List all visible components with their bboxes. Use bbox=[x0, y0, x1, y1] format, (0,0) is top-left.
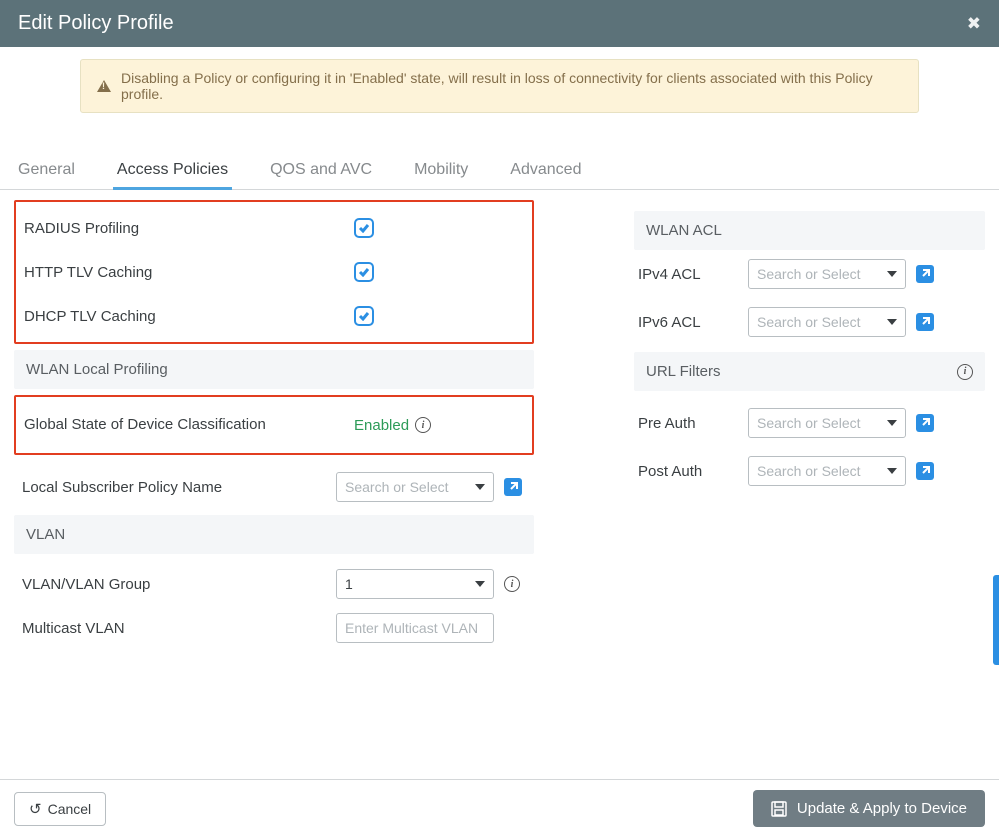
modal-title: Edit Policy Profile bbox=[18, 12, 174, 35]
input-multicast-vlan[interactable] bbox=[336, 613, 494, 643]
row-ipv6-acl: IPv6 ACL Search or Select bbox=[634, 298, 985, 346]
row-vlan-group: VLAN/VLAN Group 1 i bbox=[14, 562, 534, 606]
row-post-auth: Post Auth Search or Select bbox=[634, 447, 985, 495]
global-state-highlight-box: Global State of Device Classification En… bbox=[14, 395, 534, 455]
info-icon-global-state[interactable]: i bbox=[415, 417, 431, 433]
label-post-auth: Post Auth bbox=[638, 463, 748, 480]
side-handle[interactable] bbox=[993, 575, 999, 665]
row-ipv4-acl: IPv4 ACL Search or Select bbox=[634, 250, 985, 298]
apply-label: Update & Apply to Device bbox=[797, 800, 967, 817]
chevron-down-icon bbox=[475, 581, 485, 587]
select-ipv6-acl[interactable]: Search or Select bbox=[748, 307, 906, 337]
external-link-icon-ipv4[interactable] bbox=[916, 265, 934, 283]
info-icon-vlan-group[interactable]: i bbox=[504, 576, 520, 592]
placeholder-post-auth: Search or Select bbox=[757, 463, 861, 479]
tab-advanced[interactable]: Advanced bbox=[506, 153, 585, 189]
section-wlan-local-profiling: WLAN Local Profiling bbox=[14, 350, 534, 389]
placeholder-pre-auth: Search or Select bbox=[757, 415, 861, 431]
close-icon[interactable]: ✖ bbox=[967, 14, 981, 34]
label-ipv4-acl: IPv4 ACL bbox=[638, 266, 748, 283]
profiling-highlight-box: RADIUS Profiling HTTP TLV Caching DHCP T… bbox=[14, 200, 534, 344]
tab-bar: General Access Policies QOS and AVC Mobi… bbox=[0, 153, 999, 190]
checkbox-radius-profiling[interactable] bbox=[354, 218, 374, 238]
modal-header: Edit Policy Profile ✖ bbox=[0, 0, 999, 47]
external-link-icon-pre[interactable] bbox=[916, 414, 934, 432]
chevron-down-icon bbox=[887, 271, 897, 277]
label-radius-profiling: RADIUS Profiling bbox=[24, 220, 354, 237]
footer: ↺ Cancel Update & Apply to Device bbox=[0, 779, 999, 837]
row-dhcp-tlv: DHCP TLV Caching bbox=[16, 294, 532, 338]
right-column: WLAN ACL IPv4 ACL Search or Select IPv6 … bbox=[634, 200, 985, 650]
tab-qos-avc[interactable]: QOS and AVC bbox=[266, 153, 376, 189]
section-wlan-acl: WLAN ACL bbox=[634, 211, 985, 250]
external-link-icon-local-sub[interactable] bbox=[504, 478, 522, 496]
section-vlan: VLAN bbox=[14, 515, 534, 554]
undo-icon: ↺ bbox=[29, 800, 42, 818]
select-local-subscriber[interactable]: Search or Select bbox=[336, 472, 494, 502]
chevron-down-icon bbox=[887, 468, 897, 474]
placeholder-ipv4-acl: Search or Select bbox=[757, 266, 861, 282]
chevron-down-icon bbox=[887, 319, 897, 325]
chevron-down-icon bbox=[887, 420, 897, 426]
cancel-label: Cancel bbox=[48, 801, 92, 817]
row-http-tlv: HTTP TLV Caching bbox=[16, 250, 532, 294]
section-url-filters: URL Filters i bbox=[634, 352, 985, 391]
external-link-icon-ipv6[interactable] bbox=[916, 313, 934, 331]
external-link-icon-post[interactable] bbox=[916, 462, 934, 480]
tab-access-policies[interactable]: Access Policies bbox=[113, 153, 232, 189]
row-radius-profiling: RADIUS Profiling bbox=[16, 206, 532, 250]
label-local-subscriber: Local Subscriber Policy Name bbox=[22, 479, 336, 496]
info-icon-url-filters[interactable]: i bbox=[957, 364, 973, 380]
warning-icon bbox=[97, 80, 111, 92]
row-pre-auth: Pre Auth Search or Select bbox=[634, 399, 985, 447]
label-ipv6-acl: IPv6 ACL bbox=[638, 314, 748, 331]
left-column: RADIUS Profiling HTTP TLV Caching DHCP T… bbox=[14, 200, 534, 650]
value-vlan-group: 1 bbox=[345, 576, 353, 592]
select-post-auth[interactable]: Search or Select bbox=[748, 456, 906, 486]
warning-text: Disabling a Policy or configuring it in … bbox=[121, 70, 902, 102]
content: RADIUS Profiling HTTP TLV Caching DHCP T… bbox=[0, 190, 999, 650]
label-url-filters: URL Filters bbox=[646, 363, 720, 380]
value-global-state: Enabled bbox=[354, 417, 409, 434]
row-multicast-vlan: Multicast VLAN bbox=[14, 606, 534, 650]
select-vlan-group[interactable]: 1 bbox=[336, 569, 494, 599]
checkbox-http-tlv[interactable] bbox=[354, 262, 374, 282]
tab-mobility[interactable]: Mobility bbox=[410, 153, 472, 189]
placeholder-ipv6-acl: Search or Select bbox=[757, 314, 861, 330]
save-icon bbox=[771, 801, 787, 817]
row-global-state: Global State of Device Classification En… bbox=[16, 403, 532, 447]
apply-button[interactable]: Update & Apply to Device bbox=[753, 790, 985, 827]
tab-general[interactable]: General bbox=[14, 153, 79, 189]
label-global-state: Global State of Device Classification bbox=[24, 415, 354, 435]
label-pre-auth: Pre Auth bbox=[638, 415, 748, 432]
label-multicast-vlan: Multicast VLAN bbox=[22, 620, 336, 637]
label-http-tlv: HTTP TLV Caching bbox=[24, 264, 354, 281]
select-ipv4-acl[interactable]: Search or Select bbox=[748, 259, 906, 289]
label-vlan-group: VLAN/VLAN Group bbox=[22, 576, 336, 593]
checkbox-dhcp-tlv[interactable] bbox=[354, 306, 374, 326]
placeholder-local-subscriber: Search or Select bbox=[345, 479, 449, 495]
cancel-button[interactable]: ↺ Cancel bbox=[14, 792, 106, 826]
row-local-subscriber: Local Subscriber Policy Name Search or S… bbox=[14, 465, 534, 509]
chevron-down-icon bbox=[475, 484, 485, 490]
label-dhcp-tlv: DHCP TLV Caching bbox=[24, 308, 354, 325]
select-pre-auth[interactable]: Search or Select bbox=[748, 408, 906, 438]
warning-banner: Disabling a Policy or configuring it in … bbox=[80, 59, 919, 113]
